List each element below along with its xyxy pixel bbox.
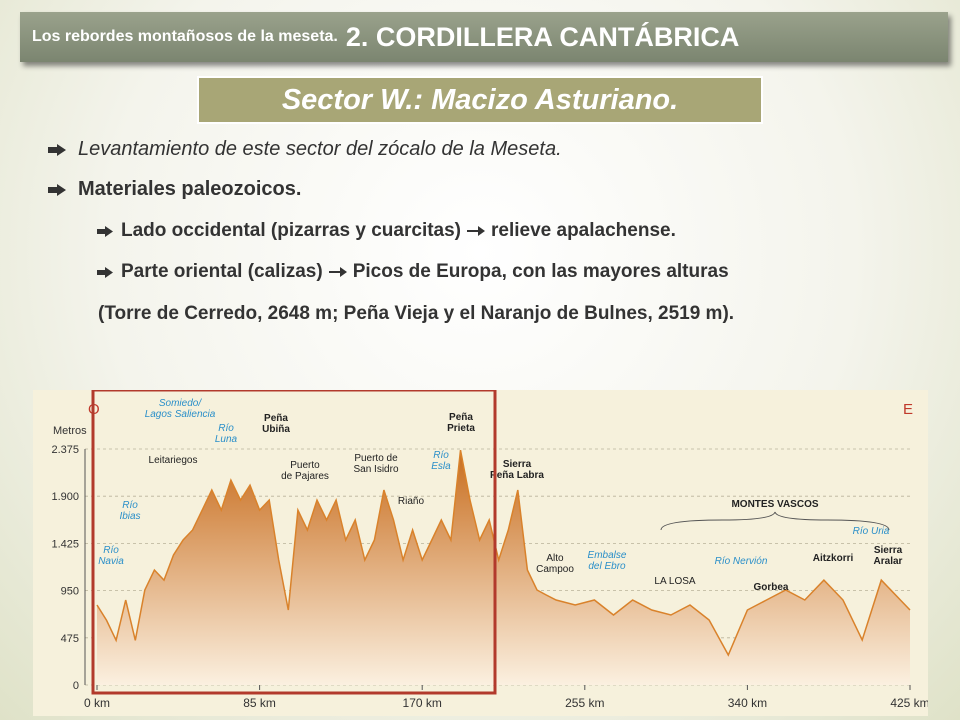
place-label: Río [122, 500, 138, 511]
range-brace [660, 511, 890, 531]
bullet-icon [48, 183, 66, 196]
sub-bullet: Lado occidental (pizarras y cuarcitas) r… [97, 220, 676, 242]
place-label: Peña [449, 412, 473, 423]
y-tick-label: 2.375 [51, 444, 79, 456]
bullet: Materiales paleozoicos. [48, 178, 301, 201]
y-tick-label: 1.425 [51, 538, 79, 550]
place-label: Aralar [874, 556, 903, 567]
place-label: Peña [264, 413, 288, 424]
sub-bullet-text: Picos de Europa, con las mayores alturas [352, 261, 729, 282]
arrow-icon [467, 226, 486, 236]
y-tick-label: 950 [61, 586, 79, 598]
place-label: Ubiña [262, 424, 290, 435]
place-label: de Pajares [281, 471, 329, 482]
header-prefix: Los rebordes montañosos de la meseta [32, 28, 334, 45]
place-label: Prieta [447, 423, 475, 434]
bullet-text: Levantamiento de este sector del zócalo … [78, 138, 562, 160]
x-tick-label: 0 km [84, 696, 110, 710]
place-label: Peña Labra [490, 470, 544, 481]
east-label: E [903, 401, 913, 418]
x-tick-label: 170 km [403, 696, 442, 710]
x-tick-label: 425 km [890, 696, 928, 710]
x-tick-label: 85 km [243, 696, 276, 710]
subtitle: Sector W.: Macizo Asturiano. [197, 76, 763, 124]
place-label: LA LOSA [654, 576, 695, 587]
place-label: Leitariegos [149, 455, 198, 466]
sub-bullet: Parte oriental (calizas) Picos de Europa… [97, 261, 729, 283]
place-label: Riaño [398, 496, 425, 507]
place-label: Río Nervión [715, 556, 768, 567]
y-tick-label: 0 [73, 680, 79, 692]
x-tick-label: 255 km [565, 696, 604, 710]
place-label: del Ebro [588, 561, 626, 572]
note: (Torre de Cerredo, 2648 m; Peña Vieja y … [98, 303, 735, 324]
header-bar: Los rebordes montañosos de la meseta. 2.… [20, 12, 948, 62]
header-title: 2. CORDILLERA CANTÁBRICA [345, 21, 740, 52]
place-label: Embalse [588, 550, 627, 561]
place-label: MONTES VASCOS [731, 499, 818, 510]
place-label: Puerto de [354, 453, 398, 464]
place-label: Río [103, 545, 119, 556]
bullet-text: Materiales paleozoicos. [78, 178, 302, 200]
place-label: San Isidro [353, 464, 398, 475]
profile-chart: 0 475 950 1.425 1.900 2.375 Metros 0 km 85 km 170… [51, 390, 928, 710]
place-label: Sierra [874, 545, 903, 556]
bullet-icon [97, 225, 113, 237]
profile-figure: 0 475 950 1.425 1.900 2.375 Metros 0 km 85 km 170… [33, 390, 928, 716]
place-label: Esla [431, 461, 451, 472]
bullet: Levantamiento de este sector del zócalo … [48, 138, 562, 161]
header-dot: . [333, 28, 338, 45]
profile-area [97, 450, 910, 685]
bullet-icon [48, 143, 66, 156]
place-label: Lagos Saliencia [145, 409, 216, 420]
sub-bullet-text: relieve apalachense. [491, 220, 676, 241]
x-tick-label: 340 km [728, 696, 767, 710]
place-label: Alto [546, 553, 564, 564]
place-label: Puerto [290, 460, 320, 471]
place-label: Río [433, 450, 449, 461]
place-label: Gorbea [753, 582, 788, 593]
bullet-icon [97, 266, 113, 278]
place-label: Aitzkorri [813, 553, 854, 564]
arrow-icon [328, 267, 347, 277]
place-label: Río [218, 423, 234, 434]
highlight-box [91, 390, 497, 695]
place-label: Campoo [536, 564, 574, 575]
y-axis-label: Metros [53, 425, 87, 437]
place-label: Ibias [119, 511, 140, 522]
y-tick-label: 1.900 [51, 491, 79, 503]
y-tick-label: 475 [61, 633, 79, 645]
place-label: Río Uria [853, 526, 890, 537]
place-label: Sierra [503, 459, 532, 470]
sub-bullet-text: Lado occidental (pizarras y cuarcitas) [121, 220, 462, 241]
place-label: Navia [98, 556, 124, 567]
profile-line [96, 449, 911, 657]
place-label: Luna [215, 434, 238, 445]
place-label: Somiedo/ [159, 398, 202, 409]
sub-bullet-text: Parte oriental (calizas) [121, 261, 323, 282]
